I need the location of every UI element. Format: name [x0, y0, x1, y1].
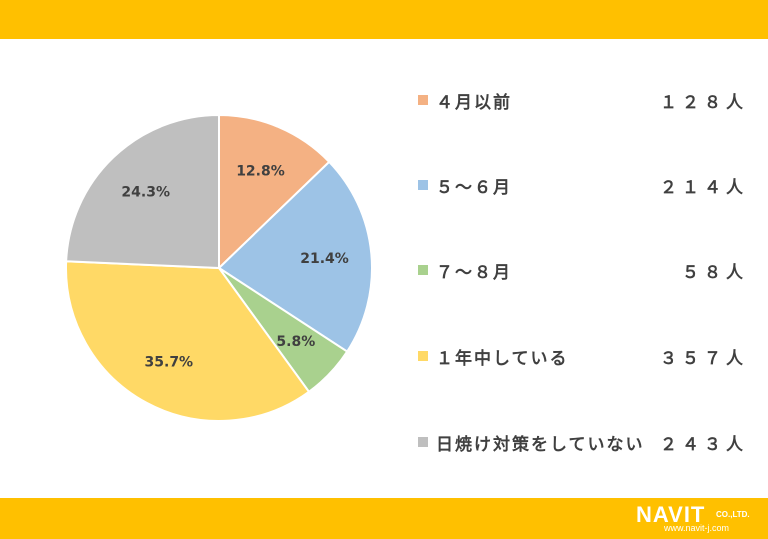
pie-slice-3	[65, 260, 311, 422]
legend-swatch-3	[418, 351, 428, 361]
pie-slice-label-1: 21.4%	[300, 251, 349, 267]
pie-slice-1	[217, 160, 373, 353]
legend-item-1: ５～６月 ２１４人	[418, 171, 748, 199]
navit-logo: NAVIT CO.,LTD. www.navit-j.com	[636, 502, 760, 536]
pie-slice-label-3: 35.7%	[145, 354, 194, 370]
legend-item-4: 日焼け対策をしていない ２４３人	[418, 428, 748, 456]
legend-label-2: ７～８月	[436, 262, 512, 283]
legend-swatch-4	[418, 437, 428, 447]
legend-label-1: ５～６月	[436, 177, 512, 198]
logo-company: CO.,LTD.	[716, 510, 750, 519]
legend-count-0: １２８人	[660, 92, 748, 113]
legend-item-0: ４月以前 １２８人	[418, 86, 748, 114]
pie-slice-label-0: 12.8%	[236, 163, 285, 179]
legend-swatch-2	[418, 265, 428, 275]
legend-item-2: ７～８月 ５８人	[418, 256, 748, 284]
legend-count-4: ２４３人	[660, 434, 748, 455]
pie-slice-label-2: 5.8%	[276, 334, 315, 350]
legend-item-3: １年中している ３５７人	[418, 342, 748, 370]
legend-count-3: ３５７人	[660, 348, 748, 369]
legend-count-2: ５８人	[682, 262, 748, 283]
legend-swatch-1	[418, 180, 428, 190]
top-band	[0, 0, 768, 39]
logo-url: www.navit-j.com	[664, 523, 730, 533]
bottom-band	[0, 498, 768, 539]
legend-swatch-0	[418, 95, 428, 105]
legend-label-3: １年中している	[436, 348, 569, 369]
pie-slice-4	[65, 113, 220, 270]
legend-count-1: ２１４人	[660, 177, 748, 198]
pie-slice-0	[218, 113, 331, 271]
pie-chart: 12.8% 21.4% 5.8% 35.7% 24.3%	[65, 113, 373, 422]
logo-wordmark: NAVIT	[636, 502, 706, 527]
legend-label-4: 日焼け対策をしていない	[436, 434, 645, 455]
legend-label-0: ４月以前	[436, 92, 512, 113]
pie-slice-label-4: 24.3%	[121, 184, 170, 200]
